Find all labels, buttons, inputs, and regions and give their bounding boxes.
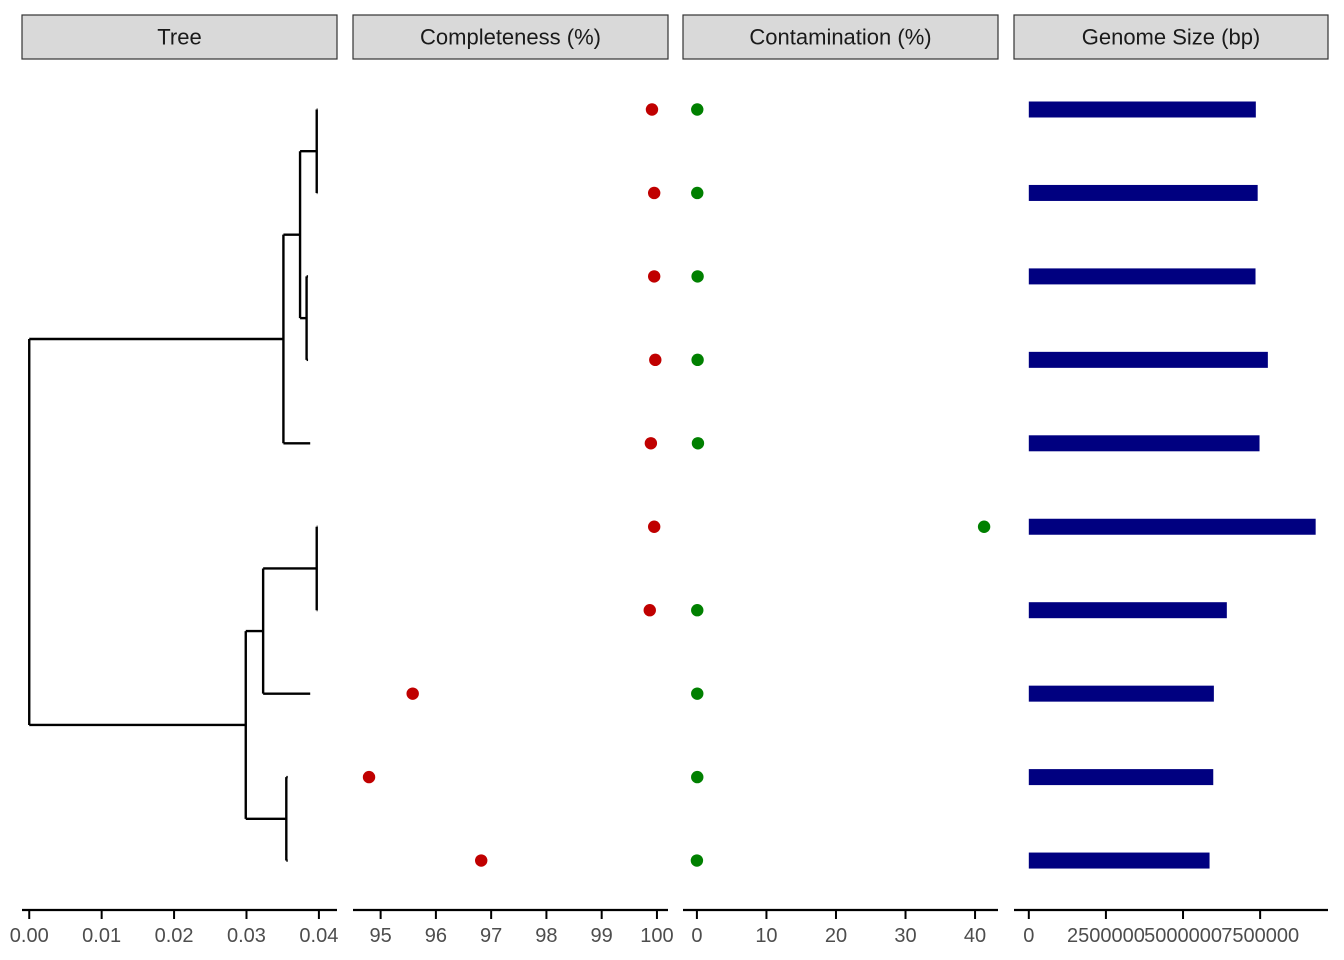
data-point	[645, 103, 659, 116]
x-tick-label: 30	[894, 925, 916, 947]
x-tick-label: 0.03	[227, 925, 266, 947]
panel-2: Completeness (%) 95 96 97 98 99 100	[352, 14, 674, 947]
data-point	[691, 437, 705, 450]
data-bar	[1028, 351, 1268, 368]
data-bar	[1028, 184, 1258, 201]
panel-4: Genome Size (bp) 0 2500000 5000000 7500000	[1013, 14, 1329, 947]
x-tick-label: 5000000	[1144, 925, 1222, 947]
x-tick-label: 100	[640, 925, 673, 947]
data-point	[362, 770, 376, 784]
data-point	[649, 353, 662, 367]
data-bar	[1028, 268, 1256, 285]
data-point	[647, 520, 661, 533]
x-tick-label: 96	[425, 925, 447, 947]
x-tick-label: 10	[755, 925, 777, 947]
panel-strip	[1013, 14, 1329, 60]
data-point	[475, 854, 488, 867]
x-tick-label: 0.04	[299, 925, 338, 947]
data-bar	[1028, 518, 1316, 535]
x-tick-label: 0	[691, 925, 702, 947]
x-tick-label: 40	[964, 925, 986, 947]
x-tick-label: 2500000	[1067, 925, 1145, 947]
panel-strip	[682, 14, 999, 60]
data-point	[691, 186, 704, 200]
panel-title: Contamination (%)	[749, 25, 931, 50]
data-point	[691, 353, 704, 367]
x-tick-label: 0.02	[155, 925, 194, 947]
data-point	[644, 437, 658, 450]
data-bar	[1028, 101, 1256, 118]
data-point	[691, 103, 704, 116]
data-point	[690, 854, 704, 867]
data-bar	[1028, 852, 1210, 869]
x-tick-label: 7500000	[1221, 925, 1299, 947]
panel-3: Contamination (%) 0 10 20 30 40	[682, 14, 999, 947]
data-point	[691, 604, 704, 617]
data-point	[691, 687, 704, 700]
data-point	[647, 270, 661, 283]
x-tick-label: 99	[591, 925, 613, 947]
x-tick-label: 0	[1023, 925, 1034, 947]
panel-1: Tree 0.00 0.01 0.02 0.03 0.04	[10, 14, 338, 947]
x-tick-label: 20	[825, 925, 847, 947]
data-bar	[1028, 685, 1214, 702]
x-tick-label: 97	[480, 925, 502, 947]
panel-title: Genome Size (bp)	[1082, 25, 1261, 50]
x-tick-label: 98	[535, 925, 557, 947]
data-point	[691, 270, 704, 283]
data-point	[977, 520, 991, 533]
panel-strip	[21, 14, 338, 60]
data-bar	[1028, 769, 1214, 786]
data-point	[643, 604, 656, 617]
x-tick-label: 0.01	[82, 925, 121, 947]
data-point	[406, 687, 419, 700]
x-tick-label: 95	[370, 925, 392, 947]
panel-title: Completeness (%)	[420, 25, 601, 50]
panel-strip	[352, 14, 669, 60]
data-point	[647, 186, 661, 200]
data-bar	[1028, 435, 1260, 452]
panel-title: Tree	[157, 25, 201, 50]
data-point	[691, 770, 704, 784]
data-bar	[1028, 602, 1227, 619]
x-tick-label: 0.00	[10, 925, 49, 947]
